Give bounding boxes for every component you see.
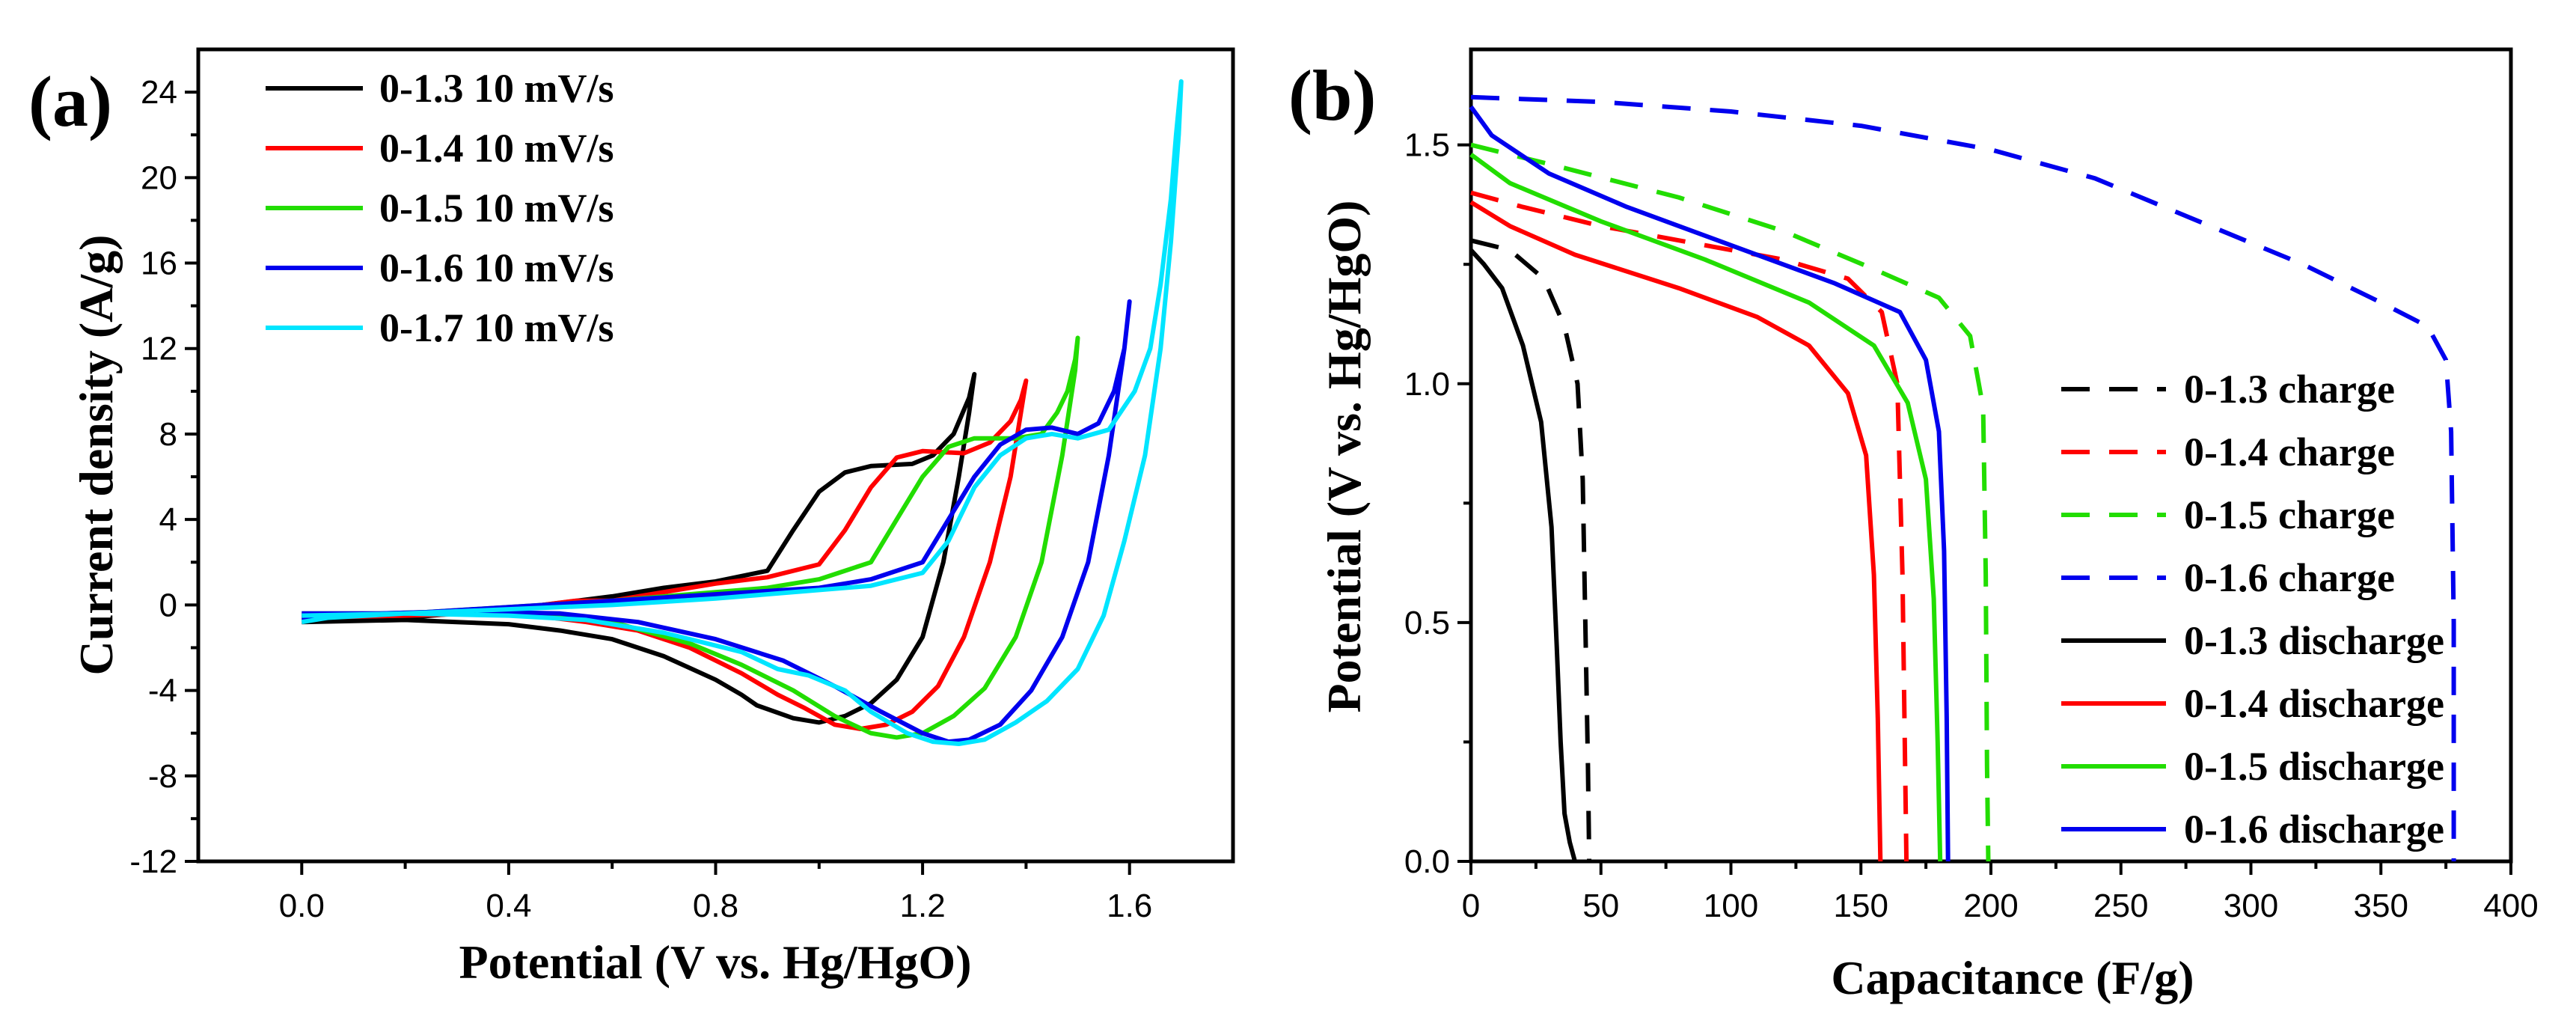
panel-b-series-1 [1470, 238, 1592, 862]
panel-a-y-tick-label: 4 [159, 501, 177, 538]
panel-a-x-tick-label: 1.6 [1107, 888, 1152, 924]
panel-b-x-tick-label: 350 [2354, 888, 2408, 924]
panel-b-legend-label-4: 0-1.6 charge [2184, 555, 2395, 600]
panel-a-series-5 [301, 79, 1184, 746]
panel-b-x-tick-label: 400 [2483, 888, 2538, 924]
panel-a-x-axis-title: Potential (V vs. Hg/HgO) [459, 935, 972, 989]
panel-b-x-tick-label: 300 [2224, 888, 2278, 924]
panel-a-plot-frame [196, 47, 1235, 864]
panel-b-x-tick-label: 0 [1462, 888, 1480, 924]
panel-b-x-tick-label: 50 [1582, 888, 1619, 924]
panel-b-legend-label-7: 0-1.5 discharge [2184, 744, 2444, 789]
panel-a-x-tick-label: 1.2 [900, 888, 946, 924]
panel-a-y-tick-label: 12 [141, 331, 177, 367]
panel-a-y-tick-label: -8 [148, 758, 177, 795]
panel-b-y-tick-label: 0.5 [1404, 605, 1450, 641]
panel-a-y-axis-title: Current density (A/g) [70, 235, 123, 676]
panel-b-series-6 [1469, 200, 1883, 862]
panel-a-legend-label-3: 0-1.5 10 mV/s [379, 186, 614, 230]
panel-a-legend-label-1: 0-1.3 10 mV/s [379, 66, 614, 111]
panel-b-gcd-chart: (b) 0 50 100 150 200 250 300 350 400 0.0 0.5 1.0 1.5… [1288, 47, 2539, 1004]
panel-a-y-tick-label: -12 [129, 843, 177, 880]
panel-b-series-3 [1470, 142, 1991, 862]
panel-b-legend-label-8: 0-1.6 discharge [2184, 807, 2444, 852]
panel-b-series-8 [1469, 105, 1951, 862]
panel-a-x-tick-label: 0.4 [486, 888, 531, 924]
panel-a-legend: 0-1.3 10 mV/s 0-1.4 10 mV/s 0-1.5 10 mV/s 0… [266, 66, 614, 350]
panel-b-x-tick-label: 100 [1704, 888, 1758, 924]
panel-b-x-tick-label: 250 [2093, 888, 2148, 924]
panel-a-series-1 [302, 372, 977, 725]
panel-a-y-tick-label: 8 [159, 416, 177, 453]
panel-a-legend-label-2: 0-1.4 10 mV/s [379, 126, 614, 171]
panel-b-series-2 [1470, 190, 1909, 862]
panel-b-legend-label-5: 0-1.3 discharge [2184, 618, 2444, 663]
panel-a-series-3 [302, 335, 1080, 740]
panel-a-legend-label-4: 0-1.6 10 mV/s [379, 245, 614, 290]
panel-a-y-tick-label: 20 [141, 159, 177, 196]
panel-b-y-tick-label: 1.0 [1404, 366, 1450, 403]
panel-b-y-tick-label: 1.5 [1404, 127, 1450, 164]
panel-b-legend: 0-1.3 charge 0-1.4 charge 0-1.5 charge 0-1.… [2061, 367, 2444, 852]
panel-a-y-tick-label: 16 [141, 245, 177, 282]
panel-b-y-axis-title: Potential (V vs. Hg/HgO) [1318, 201, 1371, 713]
panel-b-label: (b) [1288, 55, 1376, 135]
panel-a-y-tick-label: -4 [148, 673, 177, 709]
panel-b-y-tick-label: 0.0 [1404, 843, 1450, 880]
panel-a-legend-label-5: 0-1.7 10 mV/s [379, 305, 614, 350]
panel-a-y-tick-label: 0 [159, 587, 177, 623]
panel-a-x-tick-label: 0.8 [693, 888, 738, 924]
panel-b-x-axis-title: Capacitance (F/g) [1831, 951, 2194, 1004]
panel-a-y-tick-label: 24 [141, 74, 177, 111]
panel-b-legend-label-6: 0-1.4 discharge [2184, 681, 2444, 726]
panel-a-x-tick-label: 0.0 [279, 888, 325, 924]
panel-b-legend-label-3: 0-1.5 charge [2184, 492, 2395, 537]
panel-b-x-tick-label: 200 [1963, 888, 2018, 924]
panel-b-x-tick-label: 150 [1834, 888, 1888, 924]
panel-b-legend-label-1: 0-1.3 charge [2184, 367, 2395, 412]
panel-a-cv-chart: (a) 0.0 0.4 0.8 1.2 1.6 -12 -8 -4 0 4 8 12 16 20 24 0-… [28, 47, 1235, 989]
panel-b-legend-label-2: 0-1.4 charge [2184, 430, 2395, 474]
panel-b-series-5 [1469, 248, 1577, 862]
panel-a-series-4 [302, 299, 1132, 745]
panel-a-series-2 [302, 378, 1029, 731]
panel-a-label: (a) [28, 61, 112, 141]
panel-b-series-7 [1469, 152, 1943, 862]
